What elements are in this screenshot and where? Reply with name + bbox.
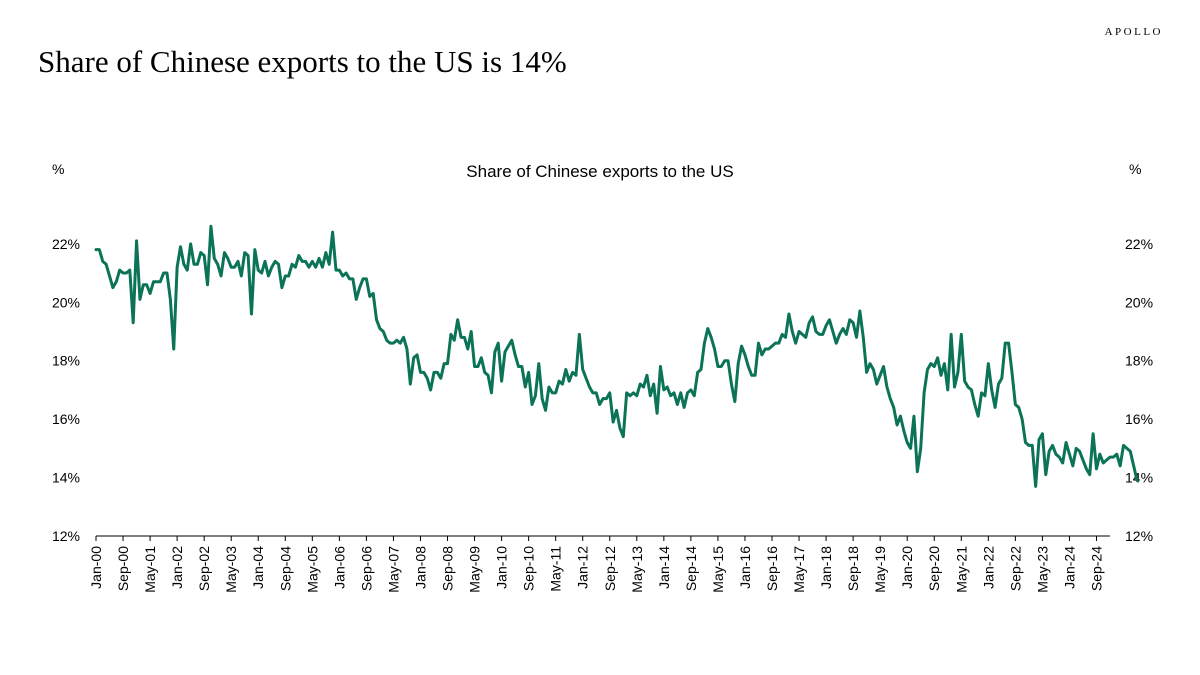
x-tick-label: May-09 <box>467 546 483 593</box>
y-tick-label-right: 12% <box>1125 528 1153 544</box>
y-tick-label-left: 20% <box>52 294 80 310</box>
x-tick-label: Jan-10 <box>494 546 510 589</box>
x-tick-label: Sep-20 <box>926 546 942 591</box>
x-tick-label: Jan-04 <box>250 546 266 589</box>
brand-logo: APOLLO <box>1104 26 1163 38</box>
x-tick-label: May-17 <box>791 546 807 593</box>
y-tick-label-right: 22% <box>1125 236 1153 252</box>
x-tick-label: Sep-12 <box>602 546 618 591</box>
y-axis-unit-left: % <box>52 161 64 177</box>
x-tick-label: Sep-16 <box>764 546 780 591</box>
y-tick-label-right: 18% <box>1125 353 1153 369</box>
x-tick-label: Sep-04 <box>277 546 293 591</box>
x-tick-label: May-19 <box>872 546 888 593</box>
x-tick-label: May-13 <box>629 546 645 593</box>
x-tick-label: Sep-22 <box>1007 546 1023 591</box>
y-tick-label-right: 16% <box>1125 411 1153 427</box>
y-tick-label-left: 12% <box>52 528 80 544</box>
x-tick-label: May-05 <box>304 546 320 593</box>
x-tick-label: May-03 <box>223 546 239 593</box>
y-tick-label-left: 18% <box>52 353 80 369</box>
x-tick-label: Jan-24 <box>1061 546 1077 589</box>
x-tick-label: May-21 <box>953 546 969 593</box>
x-tick-label: May-15 <box>710 546 726 593</box>
x-tick-label: Sep-24 <box>1088 546 1104 591</box>
x-tick-label: Jan-02 <box>169 546 185 589</box>
y-axis-unit-right: % <box>1129 161 1141 177</box>
x-tick-label: Jan-08 <box>412 546 428 589</box>
x-tick-label: May-01 <box>142 546 158 593</box>
y-axis-left: 12% 14% 16% 18% 20% 22% <box>52 236 80 544</box>
x-tick-label: May-23 <box>1034 546 1050 593</box>
chart-title: Share of Chinese exports to the US <box>466 162 733 181</box>
y-tick-label-left: 22% <box>52 236 80 252</box>
x-tick-label: Sep-10 <box>521 546 537 591</box>
y-tick-label-right: 20% <box>1125 294 1153 310</box>
x-tick-label: Sep-06 <box>358 546 374 591</box>
x-axis: Jan-00 Sep-00 May-01 Jan-02 Sep-02 May-03 Jan-… <box>88 536 1104 593</box>
x-tick-label: Jan-00 <box>88 546 104 589</box>
x-tick-label: Jan-14 <box>656 546 672 589</box>
y-tick-label-right: 14% <box>1125 470 1153 486</box>
x-tick-label: Jan-18 <box>818 546 834 589</box>
x-tick-label: Jan-16 <box>737 546 753 589</box>
page-title: Share of Chinese exports to the US is 14… <box>38 44 567 79</box>
x-tick-label: Jan-06 <box>331 546 347 589</box>
y-tick-label-left: 14% <box>52 470 80 486</box>
x-tick-label: Sep-18 <box>845 546 861 591</box>
y-tick-label-left: 16% <box>52 411 80 427</box>
x-tick-label: Sep-02 <box>196 546 212 591</box>
y-axis-right: 12% 14% 16% 18% 20% 22% <box>1125 236 1153 544</box>
series-line <box>94 224 1139 488</box>
x-tick-label: May-07 <box>385 546 401 593</box>
x-tick-label: Jan-22 <box>980 546 996 589</box>
x-tick-label: Jan-12 <box>575 546 591 589</box>
x-tick-label: Sep-14 <box>683 546 699 591</box>
x-tick-label: May-11 <box>548 546 564 592</box>
x-tick-label: Jan-20 <box>899 546 915 589</box>
x-tick-label: Sep-08 <box>440 546 456 591</box>
x-tick-label: Sep-00 <box>115 546 131 591</box>
